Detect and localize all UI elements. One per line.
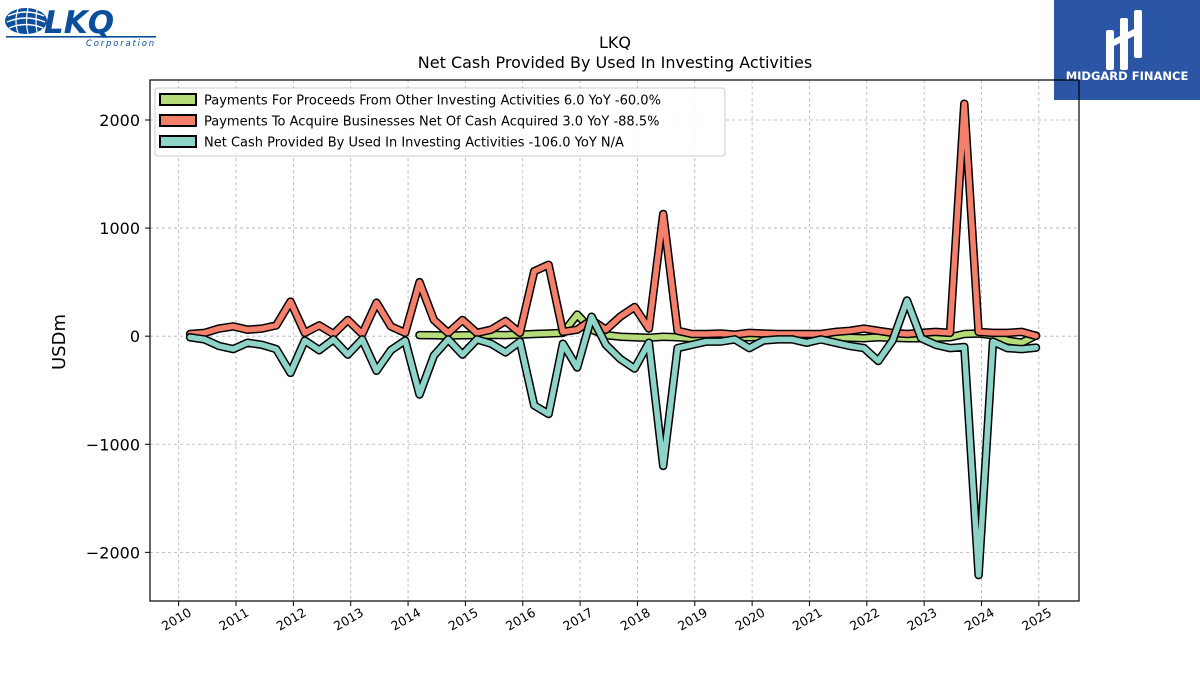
legend-item-net-investing: Net Cash Provided By Used In Investing A… [159,135,624,151]
x-tick-label: 2016 [503,605,538,634]
x-tick-label: 2014 [388,605,423,634]
x-tick-label: 2015 [446,605,481,634]
y-tick-label: 2000 [99,111,140,130]
x-tick-label: 2013 [331,605,366,634]
x-tick-label: 2012 [274,605,309,634]
x-tick-label: 2023 [904,605,939,634]
x-tick-label: 2022 [847,605,882,634]
plot-frame [149,79,1080,602]
y-tick-label: 0 [130,327,140,346]
legend-swatch [159,114,197,127]
y-axis-label: USDm [49,314,70,370]
x-tick-label: 2025 [1019,605,1054,634]
legend-item-other-investing: Payments For Proceeds From Other Investi… [159,93,661,109]
x-tick-label: 2024 [962,605,997,634]
lkq-logo-subtext: Corporation [86,39,156,48]
x-tick-label: 2021 [790,605,825,634]
axes: 2010 2011 2012 2013 2014 2015 2016 2017 2018 2019… [86,111,1054,634]
midgard-finance-text: MIDGARD FINANCE [1066,69,1189,83]
y-tick-label: −2000 [86,543,140,562]
chart-title: LKQ [599,33,631,52]
legend: Payments For Proceeds From Other Investi… [154,87,726,157]
lkq-logo: LKQ Corporation [5,5,156,48]
midgard-finance-logo: MIDGARD FINANCE [1054,0,1200,100]
x-tick-label: 2020 [732,605,767,634]
legend-label: Net Cash Provided By Used In Investing A… [204,136,624,151]
x-tick-label: 2019 [675,605,710,634]
lkq-globe-icon [5,7,47,35]
x-tick-label: 2010 [159,605,194,634]
legend-label: Payments To Acquire Businesses Net Of Ca… [204,115,659,130]
y-tick-label: −1000 [86,435,140,454]
x-tick-label: 2017 [560,605,595,634]
legend-swatch [159,135,197,148]
legend-box [154,87,726,157]
legend-label: Payments For Proceeds From Other Investi… [204,94,661,109]
midgard-emblem-icon [1106,10,1142,70]
legend-item-acquisitions: Payments To Acquire Businesses Net Of Ca… [159,114,659,130]
chart-subtitle: Net Cash Provided By Used In Investing A… [418,53,812,72]
y-tick-label: 1000 [99,219,140,238]
net-investing-series-line [187,297,1039,578]
x-tick-label: 2011 [216,605,251,634]
lkq-logo-text: LKQ [44,5,114,41]
x-tick-label: 2018 [618,605,653,634]
legend-swatch [159,93,197,106]
series-lines [185,99,1041,580]
